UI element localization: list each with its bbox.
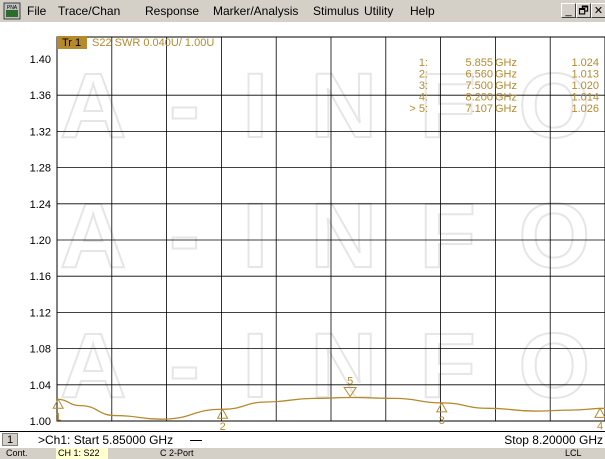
marker-3-label: 3 bbox=[439, 415, 445, 427]
marker-id: 1: bbox=[419, 57, 428, 69]
y-tick-label: 1.16 bbox=[30, 271, 51, 283]
marker-id: > 5: bbox=[409, 103, 428, 115]
close-button[interactable]: ✕ bbox=[591, 3, 605, 18]
swr-trace-line bbox=[56, 396, 605, 420]
marker-frequency: 6.560 bbox=[465, 69, 493, 81]
y-tick-label: 1.36 bbox=[30, 90, 51, 102]
y-tick-label: 1.32 bbox=[30, 126, 51, 138]
start-frequency[interactable]: >Ch1: Start 5.85000 GHz bbox=[38, 433, 174, 447]
watermark-text: A-INFO bbox=[60, 185, 590, 287]
trace-color-dash bbox=[190, 440, 202, 441]
menu-stimulus[interactable]: Stimulus bbox=[313, 4, 360, 18]
menu-marker-analysis[interactable]: Marker/Analysis bbox=[213, 4, 299, 18]
y-tick-label: 1.28 bbox=[30, 163, 51, 175]
menu-file[interactable]: File bbox=[27, 4, 47, 18]
marker-3-symbol bbox=[435, 401, 448, 413]
marker-value: 1.013 bbox=[571, 69, 599, 81]
marker-4-label: 4 bbox=[597, 420, 603, 432]
y-tick-label: 1.08 bbox=[30, 344, 51, 356]
trace-layer bbox=[56, 396, 605, 420]
minimize-button[interactable]: _ bbox=[561, 3, 576, 18]
menu-trace-chan[interactable]: Trace/Chan bbox=[58, 4, 121, 18]
channel-number-button[interactable]: 1 bbox=[2, 433, 18, 446]
menu-bar: PNA File Trace/Chan Response Marker/Anal… bbox=[0, 0, 605, 22]
marker-2-symbol bbox=[216, 408, 229, 419]
marker-frequency: 7.500 bbox=[465, 80, 493, 92]
plot-panel[interactable]: A-INFO A-INFO A-INFO 1.40 1.36 1.32 1.28 1.24 1… bbox=[0, 22, 605, 432]
y-tick-labels: 1.40 1.36 1.32 1.28 1.24 1.20 1.16 1.12 1.08 1.04… bbox=[30, 54, 51, 428]
marker-id: 4: bbox=[419, 92, 428, 104]
local-status: LCL bbox=[565, 448, 582, 458]
active-trace-status[interactable]: CH 1: S22 bbox=[56, 448, 108, 459]
stop-frequency[interactable]: Stop 8.20000 GHz bbox=[504, 433, 603, 447]
cal-status: C 2-Port bbox=[160, 448, 194, 458]
menu-help[interactable]: Help bbox=[410, 4, 435, 18]
marker-1-symbol bbox=[52, 398, 65, 409]
y-tick-label: 1.04 bbox=[30, 380, 51, 392]
status-bar: Cont. CH 1: S22 C 2-Port LCL bbox=[0, 448, 605, 459]
grid-layer bbox=[56, 36, 605, 422]
stimulus-status-line: 1 >Ch1: Start 5.85000 GHz Stop 8.20000 G… bbox=[0, 431, 605, 448]
restore-button[interactable]: 🗗 bbox=[576, 3, 591, 18]
marker-unit: GHz bbox=[495, 80, 517, 92]
marker-1-label: 1 bbox=[55, 411, 61, 423]
svg-text:PNA: PNA bbox=[7, 5, 18, 11]
menu-response[interactable]: Response bbox=[145, 4, 200, 18]
marker-id: 3: bbox=[419, 80, 428, 92]
menu-utility[interactable]: Utility bbox=[364, 4, 394, 18]
y-tick-label: 1.40 bbox=[30, 54, 51, 66]
marker-4-symbol bbox=[594, 407, 605, 418]
marker-value: 1.014 bbox=[571, 92, 599, 104]
marker-id: 2: bbox=[419, 69, 428, 81]
marker-5-label: 5 bbox=[347, 375, 353, 387]
y-tick-label: 1.24 bbox=[30, 199, 51, 211]
trace-badge-bg[interactable] bbox=[57, 36, 87, 49]
marker-2-label: 2 bbox=[220, 421, 226, 432]
marker-unit: GHz bbox=[495, 57, 517, 69]
trace-label: S22 SWR 0.040U/ 1.00U bbox=[92, 37, 214, 49]
watermark-text: A-INFO bbox=[60, 315, 590, 417]
marker-value: 1.026 bbox=[571, 103, 599, 115]
y-tick-label: 1.20 bbox=[30, 235, 51, 247]
marker-frequency: 8.200 bbox=[465, 92, 493, 104]
marker-value: 1.020 bbox=[571, 80, 599, 92]
y-tick-label: 1.12 bbox=[30, 307, 51, 319]
y-tick-label: 1.00 bbox=[30, 416, 51, 428]
marker-unit: GHz bbox=[495, 103, 517, 115]
marker-unit: GHz bbox=[495, 69, 517, 81]
sweep-mode: Cont. bbox=[6, 448, 28, 458]
marker-frequency: 7.107 bbox=[465, 103, 493, 115]
window-controls: _ 🗗 ✕ bbox=[561, 3, 605, 19]
marker-unit: GHz bbox=[495, 92, 517, 104]
marker-symbols: 1 2 3 4 5 bbox=[52, 375, 605, 432]
pna-app-icon[interactable]: PNA bbox=[3, 2, 21, 20]
marker-value: 1.024 bbox=[571, 57, 599, 69]
marker-frequency: 5.855 bbox=[465, 57, 493, 69]
trace-badge[interactable]: Tr 1 bbox=[62, 37, 81, 49]
marker-5-symbol bbox=[343, 386, 358, 398]
trace-header: Tr 1 S22 SWR 0.040U/ 1.00U bbox=[57, 36, 214, 49]
